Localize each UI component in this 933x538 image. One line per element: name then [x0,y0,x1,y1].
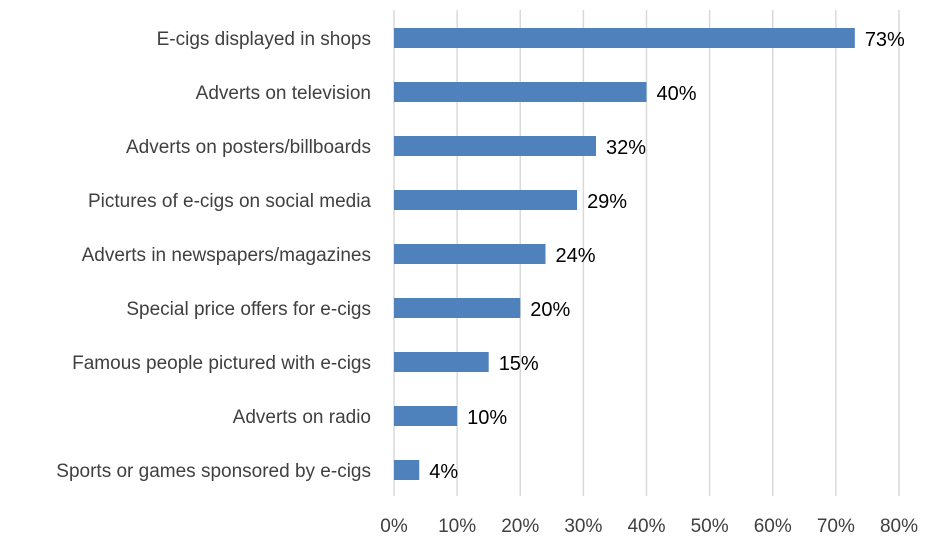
category-label: Adverts in newspapers/magazines [82,245,371,266]
data-label: 73% [865,29,905,51]
x-tick-label: 60% [754,516,792,537]
data-label: 32% [606,137,646,159]
bars [394,28,855,480]
category-label: Pictures of e-cigs on social media [88,191,371,212]
x-axis-tick-labels: 0% 10% 20% 30% 40% 50% 60% 70% 80% [380,516,918,537]
category-label: Sports or games sponsored by e-cigs [56,461,371,482]
x-tick-label: 80% [880,516,918,537]
bar [394,298,521,318]
bar [394,460,420,480]
bar [394,406,458,426]
bar [394,190,578,210]
x-tick-label: 50% [691,516,729,537]
x-tick-label: 30% [564,516,602,537]
x-tick-label: 20% [501,516,539,537]
bar [394,352,489,372]
category-label: Adverts on posters/billboards [126,137,371,158]
data-label: 20% [530,299,570,321]
data-labels: 73% 40% 32% 29% 24% 20% 15% 10% 4% [429,29,905,483]
data-label: 24% [556,245,596,267]
x-tick-label: 10% [438,516,476,537]
x-tick-label: 0% [380,516,408,537]
x-tick-label: 70% [817,516,855,537]
data-label: 29% [587,191,627,213]
category-labels: E-cigs displayed in shops Adverts on tele… [56,29,371,482]
bar [394,136,596,156]
bar [394,244,546,264]
category-label: Adverts on radio [233,407,371,428]
data-label: 10% [467,407,507,429]
data-label: 40% [657,83,697,105]
data-label: 15% [499,353,539,375]
bar [394,28,855,48]
category-label: Famous people pictured with e-cigs [72,353,371,374]
data-label: 4% [429,461,458,483]
category-label: Adverts on television [196,83,371,104]
x-tick-label: 40% [627,516,665,537]
category-label: E-cigs displayed in shops [157,29,371,50]
bar [394,82,647,102]
category-label: Special price offers for e-cigs [126,299,371,320]
